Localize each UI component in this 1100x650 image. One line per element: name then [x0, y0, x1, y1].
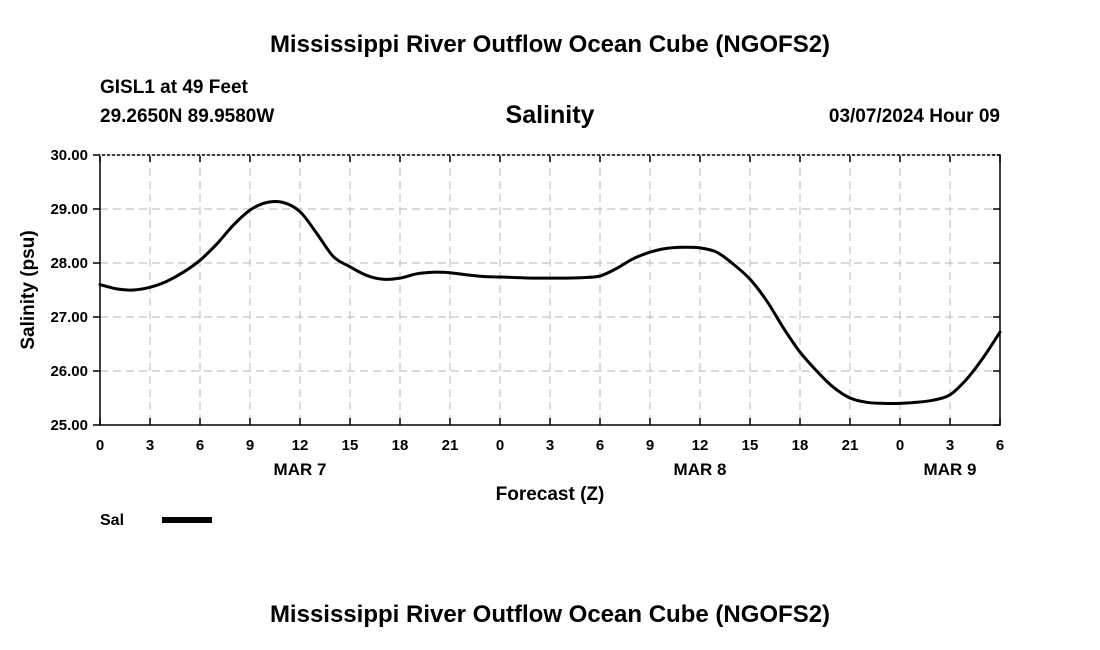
- salinity-chart: 0 3 6 9 12 15 18 21 0 3 6 9 12 15 18 21 0 3 6 25.00 26.00 27.…: [18, 147, 1004, 529]
- y-tick-label: 26.00: [50, 363, 88, 380]
- station-label: GISL1 at 49 Feet: [100, 77, 248, 98]
- x-tick-label: 18: [792, 437, 809, 454]
- axis-ticks: [93, 154, 1001, 426]
- x-tick-label: 15: [342, 437, 359, 454]
- chart-grid: [100, 155, 1000, 425]
- date-label: MAR 9: [924, 460, 977, 479]
- x-tick-label: 3: [146, 437, 154, 454]
- x-tick-label: 0: [896, 437, 904, 454]
- date-label: MAR 7: [274, 460, 327, 479]
- x-tick-label: 9: [646, 437, 654, 454]
- x-tick-label: 0: [496, 437, 504, 454]
- chart-title: Salinity: [505, 101, 595, 129]
- x-tick-label: 6: [996, 437, 1004, 454]
- x-tick-label: 21: [842, 437, 859, 454]
- forecast-datetime: 03/07/2024 Hour 09: [828, 106, 1000, 127]
- legend-label: Sal: [100, 512, 124, 529]
- y-tick-label: 28.00: [50, 255, 88, 272]
- bottom-title: Mississippi River Outflow Ocean Cube (NG…: [269, 601, 831, 628]
- x-tick-label: 9: [246, 437, 254, 454]
- x-tick-label: 12: [292, 437, 309, 454]
- y-tick-label: 30.00: [50, 147, 88, 164]
- x-tick-label: 15: [742, 437, 759, 454]
- y-tick-label: 25.00: [50, 417, 88, 434]
- x-axis-label: Forecast (Z): [496, 484, 605, 505]
- y-axis-label: Salinity (psu): [18, 230, 39, 349]
- x-tick-label: 21: [442, 437, 459, 454]
- x-tick-label: 12: [692, 437, 709, 454]
- x-tick-label: 18: [392, 437, 409, 454]
- y-tick-label: 27.00: [50, 309, 88, 326]
- x-tick-label: 3: [946, 437, 954, 454]
- main-title: Mississippi River Outflow Ocean Cube (NG…: [269, 31, 831, 58]
- date-label: MAR 8: [674, 460, 727, 479]
- x-tick-label: 3: [546, 437, 554, 454]
- x-tick-label: 0: [96, 437, 104, 454]
- station-coords: 29.2650N 89.9580W: [100, 106, 275, 127]
- y-tick-label: 29.00: [50, 201, 88, 218]
- x-tick-label: 6: [196, 437, 204, 454]
- salinity-series-line: [98, 199, 1002, 406]
- tick-labels: 0 3 6 9 12 15 18 21 0 3 6 9 12 15 18 21 0 3 6 25.00 26.00 27.…: [50, 147, 1004, 479]
- x-tick-label: 6: [596, 437, 604, 454]
